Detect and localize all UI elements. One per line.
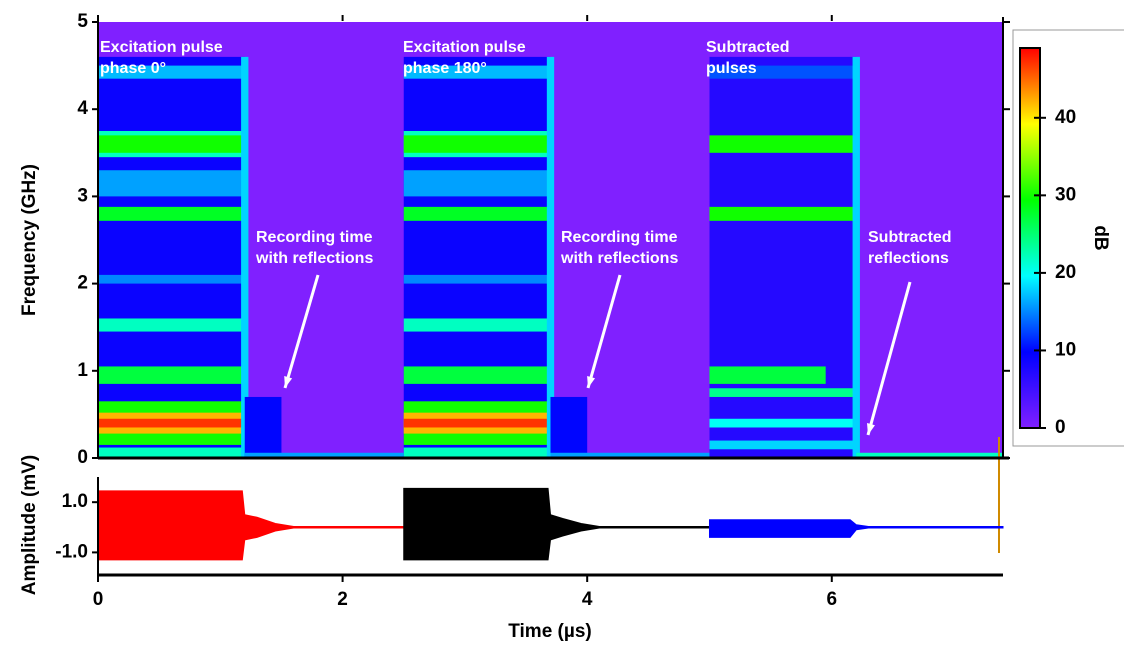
heat-cell: [709, 418, 857, 428]
annotation: Subtracted: [868, 229, 952, 246]
heat-cell: [244, 452, 404, 458]
annotation: Excitation pulse: [100, 39, 223, 56]
colorbar-tick-label: 10: [1055, 339, 1076, 360]
y-tick-label: 4: [77, 98, 88, 119]
arrow: [866, 281, 912, 436]
heat-cell: [98, 65, 245, 79]
y-axis-label: Frequency (GHz): [19, 164, 40, 316]
annotation: Recording time: [561, 229, 678, 246]
annotation: with reflections: [255, 250, 373, 267]
y-tick-label: 1.0: [62, 491, 88, 512]
annotation: reflections: [868, 250, 949, 267]
x-tick-label: 6: [826, 589, 837, 610]
heat-cell: [403, 366, 551, 384]
heat-cell: [546, 56, 555, 458]
heat-cell: [98, 135, 245, 153]
heat-cell: [709, 388, 857, 397]
annotation: with reflections: [560, 250, 678, 267]
annotation: Subtracted: [706, 39, 790, 56]
heat-cell: [403, 318, 551, 332]
heat-cell: [98, 418, 245, 428]
colorbar-tick-label: 0: [1055, 417, 1066, 438]
heat-cell: [403, 206, 551, 221]
heat-cell: [98, 318, 245, 332]
heat-cell: [852, 56, 860, 458]
arrow: [283, 274, 320, 389]
y-tick-label: 3: [77, 185, 88, 206]
annotation: Recording time: [256, 229, 373, 246]
heat-cell: [98, 170, 245, 197]
colorbar-tick-label: 20: [1055, 262, 1076, 283]
heat-cell: [403, 274, 551, 284]
heat-cell: [98, 366, 245, 384]
x-tick-label: 2: [337, 589, 348, 610]
spectrogram: [98, 22, 1003, 458]
waveform: [708, 519, 1004, 538]
colorbar-tick-label: 30: [1055, 184, 1076, 205]
annotation: phase 180°: [403, 60, 487, 77]
arrow-head: [587, 376, 596, 388]
heat-cell: [403, 135, 551, 153]
y-tick-label: 2: [77, 273, 88, 294]
heat-cell: [709, 440, 857, 450]
heat-cell: [241, 56, 249, 458]
heat-cell: [98, 206, 245, 221]
heat-cell: [98, 447, 245, 458]
heat-cell: [709, 56, 857, 458]
heat-cell: [403, 65, 551, 79]
heat-cell: [244, 396, 282, 458]
heat-cell: [709, 206, 857, 221]
waveform: [97, 490, 405, 561]
heat-cell: [709, 366, 826, 384]
heat-cell: [403, 447, 551, 458]
heat-cell: [403, 56, 551, 458]
heat-cell: [403, 170, 551, 197]
annotation: phase 0°: [100, 60, 166, 77]
colorbar-tick-label: 40: [1055, 107, 1076, 128]
arrow: [586, 274, 622, 389]
heat-cell: [709, 135, 857, 153]
colorbar-frame: [1012, 29, 1124, 447]
annotation: Excitation pulse: [403, 39, 526, 56]
x-axis-label: Time (µs): [508, 621, 591, 642]
colorbar: [1019, 47, 1041, 429]
x-tick-label: 0: [93, 589, 104, 610]
y-axis-label: Amplitude (mV): [19, 455, 40, 595]
annotation: pulses: [706, 60, 757, 77]
heat-cell: [550, 396, 588, 458]
colorbar-label: dB: [1090, 225, 1111, 250]
heat-cell: [709, 65, 857, 79]
waveform: [403, 487, 710, 561]
arrow-head: [867, 423, 875, 435]
y-tick-label: 5: [77, 11, 88, 32]
heat-cell: [403, 418, 551, 428]
y-tick-label: 1: [77, 360, 88, 381]
y-tick-label: -1.0: [55, 541, 88, 562]
y-tick-label: 0: [77, 447, 88, 468]
heat-cell: [98, 274, 245, 284]
heat-cell: [550, 452, 710, 458]
x-tick-label: 4: [582, 589, 593, 610]
heat-cell: [856, 452, 1003, 458]
arrow-head: [284, 376, 293, 388]
heat-cell: [98, 56, 245, 458]
